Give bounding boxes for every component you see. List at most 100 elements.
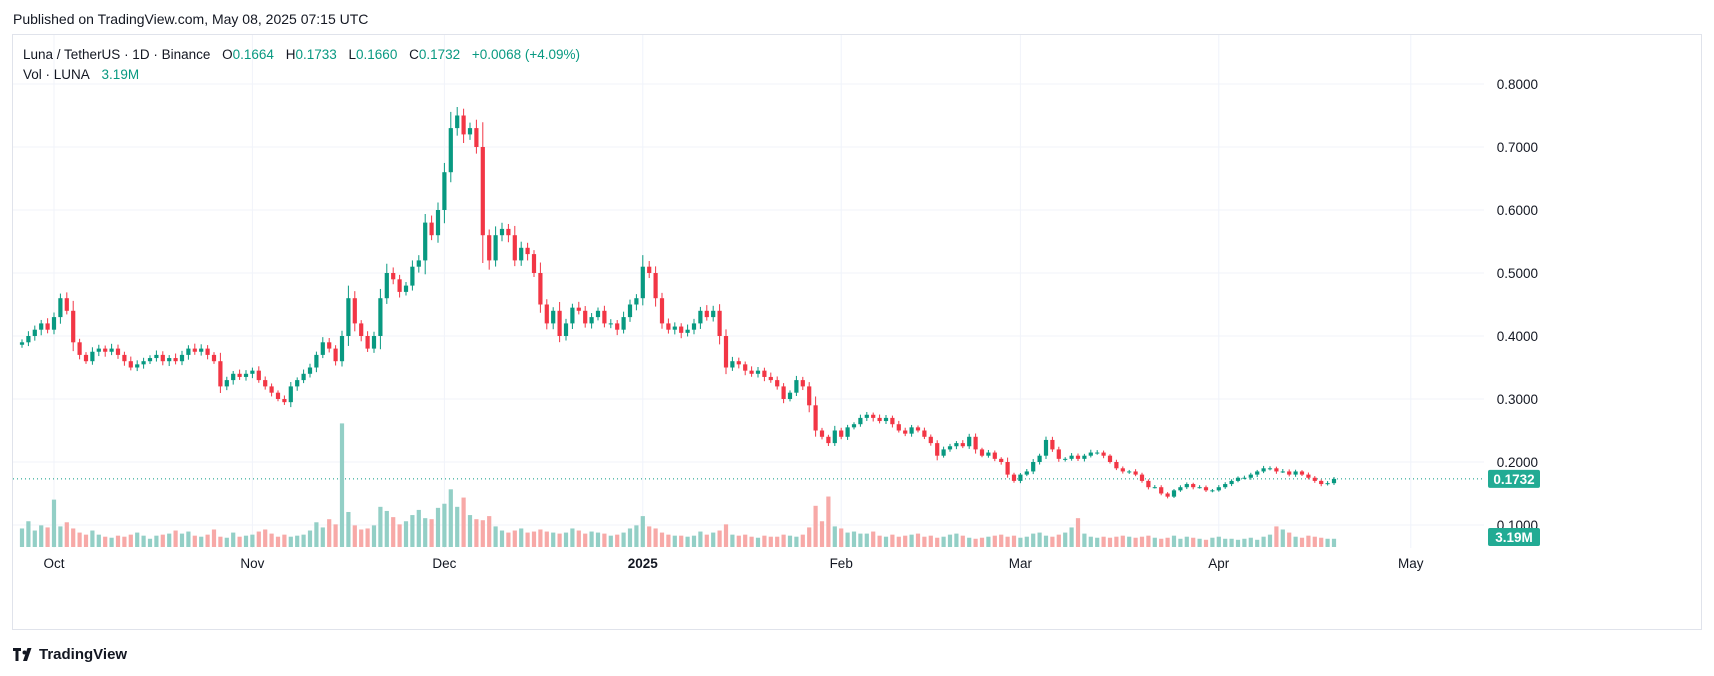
volume-bar <box>263 529 268 547</box>
x-tick-label: Oct <box>43 556 64 571</box>
volume-bar <box>314 522 319 547</box>
volume-bar <box>1293 536 1298 547</box>
volume-bar <box>967 537 972 547</box>
chart-grid <box>13 35 1484 548</box>
volume-bar <box>531 531 537 547</box>
candle-body <box>487 235 492 261</box>
candle-body <box>154 354 159 359</box>
candle-body <box>403 285 409 292</box>
volume-bar <box>288 536 293 547</box>
volume-bar <box>576 530 581 547</box>
price-chart[interactable]: 0.8000 0.7000 0.6000 0.5000 0.4000 0.3000 0.20… <box>0 0 1714 640</box>
volume-bar <box>1255 539 1260 547</box>
volume-bar <box>659 532 665 547</box>
candle-body <box>269 386 274 393</box>
y-tick-label: 0.2000 <box>1497 455 1538 470</box>
candle-body <box>787 392 793 399</box>
candle-body <box>743 364 748 371</box>
candle-body <box>295 380 300 387</box>
volume-bar <box>423 518 428 547</box>
candle-body <box>1120 468 1125 472</box>
volume-bar <box>58 526 63 547</box>
volume-bar <box>397 524 402 547</box>
candle-body <box>986 452 991 456</box>
candle-body <box>1031 462 1036 472</box>
candle-body <box>448 128 453 173</box>
candle-body <box>615 323 620 330</box>
volume-bar <box>256 531 261 547</box>
volume-bar <box>883 536 889 547</box>
volume-bar <box>608 535 613 547</box>
candle-body <box>96 348 101 352</box>
candle-body <box>378 298 383 336</box>
last-volume-badge <box>1488 528 1540 546</box>
volume-bar <box>1210 537 1215 547</box>
candle-body <box>903 430 908 434</box>
volume-bar <box>243 535 249 547</box>
candle-body <box>531 254 537 273</box>
low-label: L <box>348 47 357 62</box>
volume-bar <box>307 530 313 547</box>
candle-body <box>391 273 396 280</box>
volume-bar <box>1133 537 1138 547</box>
y-tick-label: 0.8000 <box>1497 77 1538 92</box>
volume-bar <box>96 534 101 547</box>
volume-bar <box>173 530 178 547</box>
volume-bar <box>640 516 645 547</box>
volume-bar <box>384 510 389 547</box>
volume-bar <box>135 532 140 547</box>
volume-bar <box>109 537 114 547</box>
volume-bar <box>365 528 370 547</box>
volume-bar <box>832 526 837 547</box>
candle-body <box>467 128 473 135</box>
volume-bar <box>19 528 25 547</box>
volume-bar <box>199 536 204 547</box>
candle-body <box>1191 484 1196 488</box>
symbol-label[interactable]: Luna / TetherUS · 1D · Binance <box>23 47 211 62</box>
candle-body <box>173 358 178 362</box>
volume-bar <box>179 533 185 547</box>
candle-body <box>307 367 313 374</box>
volume-bar <box>1197 538 1202 547</box>
volume-bar <box>461 497 466 547</box>
volume-bar <box>141 535 146 547</box>
candle-body <box>493 235 498 261</box>
chart-frame[interactable] <box>12 34 1702 630</box>
volume-bar <box>1280 529 1285 547</box>
volume-bar <box>1050 536 1055 547</box>
volume-label[interactable]: Vol · LUNA <box>23 67 90 82</box>
volume-bar <box>499 530 505 547</box>
candle-body <box>365 336 370 349</box>
volume-row: Vol · LUNA 3.19M <box>23 65 580 85</box>
candle-body <box>602 310 607 324</box>
close-value: 0.1732 <box>418 47 461 62</box>
volume-bar <box>1223 538 1228 547</box>
x-tick-label: Feb <box>830 556 853 571</box>
volume-bar <box>467 515 473 547</box>
candle-body <box>800 380 805 387</box>
candle-body <box>563 323 569 336</box>
candle-body <box>1223 484 1228 488</box>
high-value: 0.1733 <box>295 47 337 62</box>
volume-bar <box>903 535 908 547</box>
candle-body <box>442 172 447 210</box>
x-tick-label: 2025 <box>628 556 659 571</box>
candle-body <box>1088 452 1093 456</box>
volume-bar <box>1331 538 1337 547</box>
candle-body <box>1171 490 1177 497</box>
candle-body <box>1101 452 1106 456</box>
volume-bar <box>627 528 633 547</box>
candle-body <box>691 323 697 330</box>
volume-bar <box>621 532 626 547</box>
candle-body <box>557 310 562 336</box>
tradingview-brand[interactable]: TradingView <box>13 646 127 663</box>
volume-bar <box>851 531 857 547</box>
volume-bar <box>1274 526 1279 547</box>
candle-body <box>352 298 357 324</box>
candle-body <box>339 336 345 362</box>
candle-body <box>666 323 671 330</box>
close-label: C <box>409 47 419 62</box>
low-value: 0.1660 <box>356 47 398 62</box>
volume-bar <box>928 535 933 547</box>
candle-body <box>589 317 594 324</box>
